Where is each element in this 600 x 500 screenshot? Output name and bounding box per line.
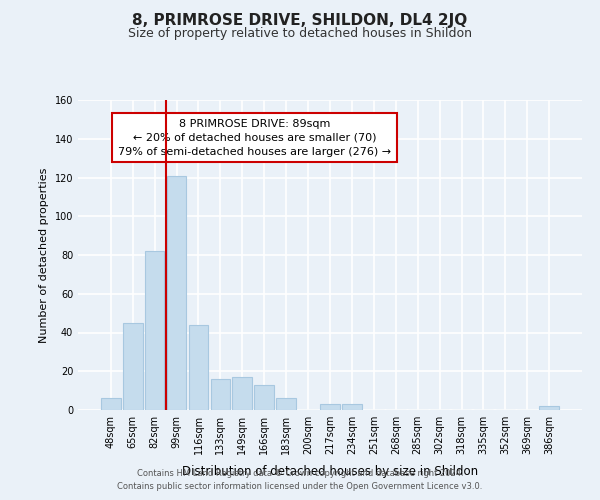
Bar xyxy=(320,404,340,410)
Bar xyxy=(342,404,362,410)
Bar xyxy=(167,176,187,410)
X-axis label: Distribution of detached houses by size in Shildon: Distribution of detached houses by size … xyxy=(182,466,478,478)
Bar xyxy=(254,385,274,410)
Text: Size of property relative to detached houses in Shildon: Size of property relative to detached ho… xyxy=(128,28,472,40)
Bar xyxy=(232,377,252,410)
Bar xyxy=(123,323,143,410)
Text: 8, PRIMROSE DRIVE, SHILDON, DL4 2JQ: 8, PRIMROSE DRIVE, SHILDON, DL4 2JQ xyxy=(133,12,467,28)
Y-axis label: Number of detached properties: Number of detached properties xyxy=(39,168,49,342)
Text: Contains public sector information licensed under the Open Government Licence v3: Contains public sector information licen… xyxy=(118,482,482,491)
Bar xyxy=(188,325,208,410)
Bar xyxy=(539,406,559,410)
Bar xyxy=(101,398,121,410)
Bar xyxy=(211,379,230,410)
Bar xyxy=(145,251,164,410)
Text: 8 PRIMROSE DRIVE: 89sqm
← 20% of detached houses are smaller (70)
79% of semi-de: 8 PRIMROSE DRIVE: 89sqm ← 20% of detache… xyxy=(118,118,391,156)
Bar xyxy=(276,398,296,410)
Text: Contains HM Land Registry data © Crown copyright and database right 2024.: Contains HM Land Registry data © Crown c… xyxy=(137,468,463,477)
